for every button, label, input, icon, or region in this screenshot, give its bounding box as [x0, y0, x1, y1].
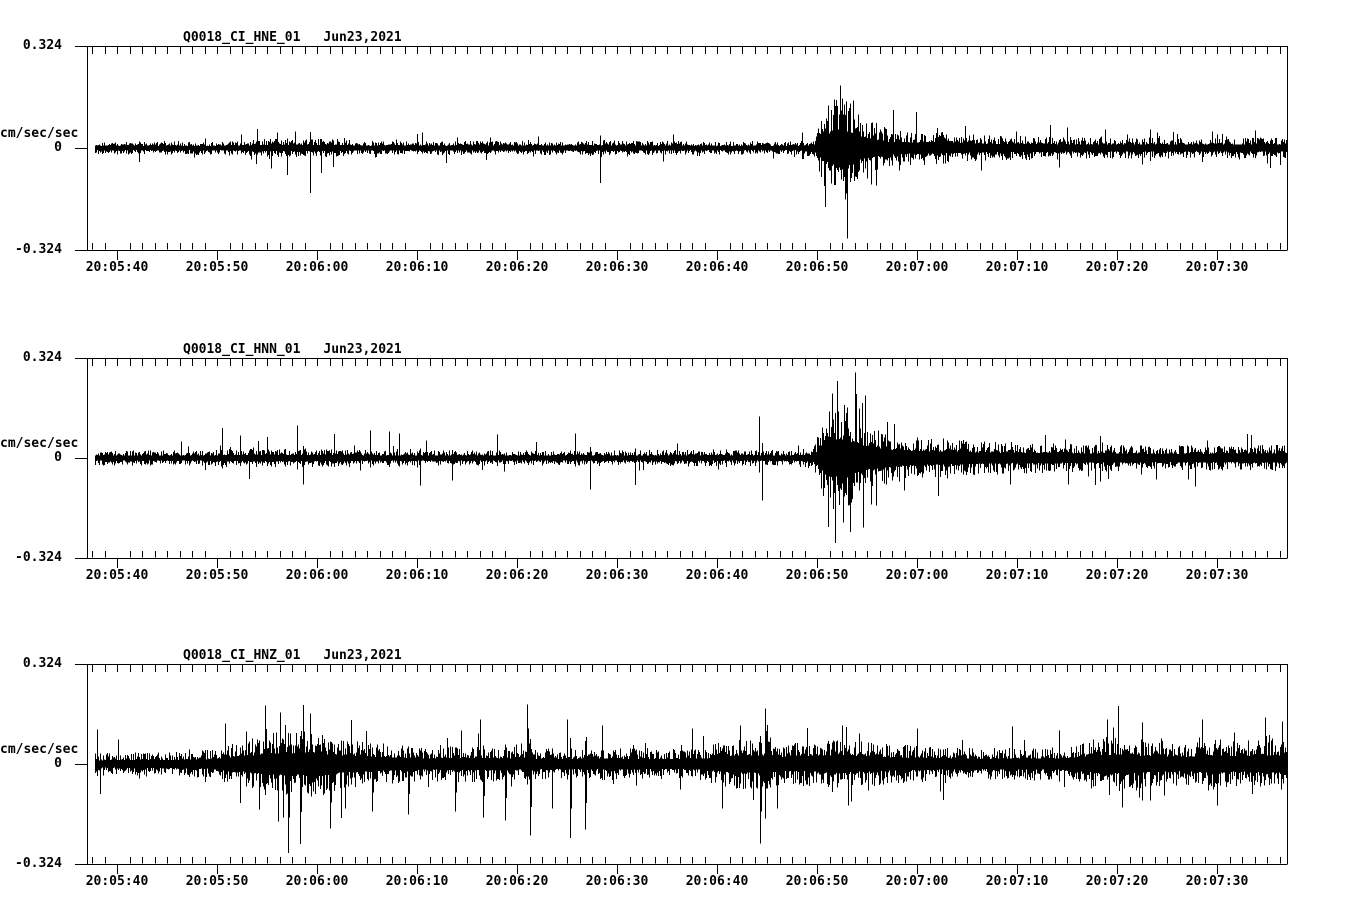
- y-zero-label: 0: [54, 450, 62, 465]
- x-axis-tick-label: 20:06:40: [685, 260, 749, 275]
- x-axis-tick-label: 20:07:00: [885, 568, 949, 583]
- y-min-label: -0.324: [15, 550, 62, 565]
- x-axis-tick-label: 20:06:50: [785, 568, 849, 583]
- y-max-label: 0.324: [22, 656, 62, 671]
- y-max-label: 0.324: [22, 38, 62, 53]
- x-axis-tick-label: 20:07:30: [1185, 260, 1249, 275]
- x-axis-tick-label: 20:06:30: [585, 874, 649, 889]
- x-axis-tick-label: 20:06:10: [385, 874, 449, 889]
- x-axis-tick-label: 20:06:20: [485, 260, 549, 275]
- panel-title-hnz: Q0018_CI_HNZ_01 Jun23,2021: [183, 649, 402, 663]
- y-units-label: cm/sec/sec: [0, 126, 79, 141]
- x-axis-tick-label: 20:06:00: [285, 874, 349, 889]
- x-axis-tick-label: 20:06:20: [485, 568, 549, 583]
- panel-title-hnn: Q0018_CI_HNN_01 Jun23,2021: [183, 343, 402, 357]
- x-axis-tick-label: 20:05:50: [185, 874, 249, 889]
- x-axis-tick-label: 20:06:30: [585, 260, 649, 275]
- x-axis-tick-label: 20:07:00: [885, 260, 949, 275]
- x-axis-tick-label: 20:07:10: [985, 260, 1049, 275]
- trace-HNE: [95, 85, 1287, 239]
- panel-frame: [75, 46, 1288, 251]
- axis-ticks: [92, 665, 1281, 874]
- date-label: Jun23,2021: [323, 648, 402, 663]
- y-zero-label: 0: [54, 140, 62, 155]
- y-min-label: -0.324: [15, 242, 62, 257]
- x-axis-tick-label: 20:06:10: [385, 260, 449, 275]
- axis-ticks: [92, 47, 1281, 260]
- x-axis-tick-label: 20:07:30: [1185, 568, 1249, 583]
- x-axis-tick-label: 20:07:10: [985, 874, 1049, 889]
- x-axis-tick-label: 20:07:00: [885, 874, 949, 889]
- y-units-label: cm/sec/sec: [0, 436, 79, 451]
- y-units-label: cm/sec/sec: [0, 742, 79, 757]
- y-min-label: -0.324: [15, 856, 62, 871]
- station-label: Q0018_CI_HNE_01: [183, 30, 301, 45]
- x-axis-tick-label: 20:05:40: [85, 260, 149, 275]
- x-axis-tick-label: 20:06:40: [685, 874, 749, 889]
- x-axis-tick-label: 20:06:50: [785, 874, 849, 889]
- x-axis-tick-label: 20:06:20: [485, 874, 549, 889]
- x-axis-tick-label: 20:06:50: [785, 260, 849, 275]
- x-axis-tick-label: 20:06:30: [585, 568, 649, 583]
- x-axis-tick-label: 20:05:40: [85, 568, 149, 583]
- y-zero-label: 0: [54, 756, 62, 771]
- trace-HNN: [95, 372, 1287, 544]
- panel-frame: [75, 358, 1288, 559]
- x-axis-tick-label: 20:07:30: [1185, 874, 1249, 889]
- panel-title-hne: Q0018_CI_HNE_01 Jun23,2021: [183, 31, 402, 45]
- x-axis-tick-label: 20:06:00: [285, 260, 349, 275]
- x-axis-tick-label: 20:05:50: [185, 568, 249, 583]
- station-label: Q0018_CI_HNZ_01: [183, 648, 301, 663]
- x-axis-tick-label: 20:06:10: [385, 568, 449, 583]
- x-axis-tick-label: 20:05:40: [85, 874, 149, 889]
- x-axis-tick-label: 20:05:50: [185, 260, 249, 275]
- x-axis-tick-label: 20:07:10: [985, 568, 1049, 583]
- axis-ticks: [92, 359, 1281, 568]
- x-axis-tick-label: 20:07:20: [1085, 568, 1149, 583]
- x-axis-tick-label: 20:06:00: [285, 568, 349, 583]
- x-axis-tick-label: 20:06:40: [685, 568, 749, 583]
- trace-HNZ: [95, 704, 1287, 854]
- x-axis-tick-label: 20:07:20: [1085, 874, 1149, 889]
- y-max-label: 0.324: [22, 350, 62, 365]
- date-label: Jun23,2021: [323, 30, 402, 45]
- date-label: Jun23,2021: [323, 342, 402, 357]
- x-axis-tick-label: 20:07:20: [1085, 260, 1149, 275]
- panel-frame: [75, 664, 1288, 865]
- station-label: Q0018_CI_HNN_01: [183, 342, 301, 357]
